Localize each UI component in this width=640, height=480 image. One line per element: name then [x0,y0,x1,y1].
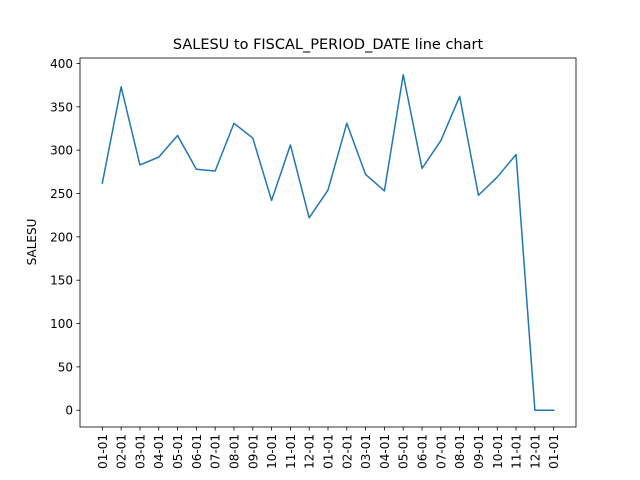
x-tick-label: 09-01 [472,434,486,469]
x-tick-label: 02-01 [115,434,129,469]
y-tick-label: 300 [50,144,73,158]
x-tick-label: 03-01 [359,434,373,469]
x-tick-label: 09-01 [246,434,260,469]
x-tick-label: 10-01 [265,434,279,469]
x-tick-label: 06-01 [416,434,430,469]
x-tick-label: 10-01 [491,434,505,469]
x-tick-label: 07-01 [434,434,448,469]
y-tick-label: 50 [58,360,73,374]
x-tick-label: 03-01 [133,434,147,469]
x-tick-label: 12-01 [528,434,542,469]
x-tick-label: 11-01 [284,434,298,469]
y-tick-label: 400 [50,57,73,71]
x-tick-label: 04-01 [152,434,166,469]
x-tick-label: 08-01 [453,434,467,469]
series-line [101,74,555,411]
x-tick-label: 08-01 [227,434,241,469]
x-tick-label: 11-01 [510,434,524,469]
x-tick-label: 12-01 [303,434,317,469]
y-tick-label: 200 [50,230,73,244]
x-tick-label: 01-01 [96,434,110,469]
y-tick-label: 250 [50,187,73,201]
y-tick-label: 150 [50,274,73,288]
x-tick-label: 05-01 [397,434,411,469]
x-tick-label: 01-01 [547,434,561,469]
y-axis-label: SALESU [25,219,39,266]
x-tick-label: 07-01 [209,434,223,469]
axes-frame [79,57,577,428]
y-tick-label: 0 [65,404,73,418]
y-tick-label: 350 [50,100,73,114]
x-tick-label: 06-01 [190,434,204,469]
x-tick-label: 01-01 [322,434,336,469]
x-tick-label: 05-01 [171,434,185,469]
y-tick-label: 100 [50,317,73,331]
x-tick-label: 02-01 [340,434,354,469]
chart-title: SALESU to FISCAL_PERIOD_DATE line chart [173,37,484,53]
x-tick-label: 04-01 [378,434,392,469]
plot-area: 0 50 100 150 200 250 300 350 400 01-01 02-01 03-01 0… [50,57,577,469]
